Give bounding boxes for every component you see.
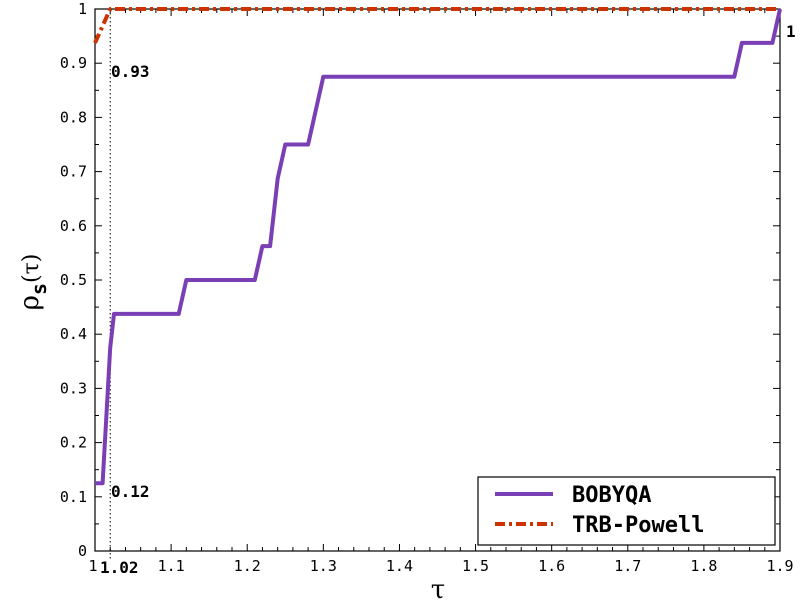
legend-box bbox=[477, 476, 776, 546]
y-tick-label: 0.3 bbox=[60, 379, 87, 397]
y-tick-label: 0.8 bbox=[60, 108, 87, 126]
x-tick-label: 1 bbox=[88, 557, 97, 575]
y-axis-title-rho: ρ bbox=[15, 295, 45, 310]
x-tick-label: 1.2 bbox=[234, 557, 261, 575]
y-tick-label: 1 bbox=[78, 0, 87, 18]
x-tick-label: 1.6 bbox=[538, 557, 565, 575]
annotation-0-12: 0.12 bbox=[111, 482, 150, 501]
legend-label-bobyqa: BOBYQA bbox=[572, 483, 651, 508]
annotation-1-end: 1 bbox=[786, 22, 796, 41]
y-tick-label: 0.5 bbox=[60, 271, 87, 289]
y-axis-title-subscript: s bbox=[27, 283, 51, 295]
x-tick-label: 1.5 bbox=[462, 557, 489, 575]
series-lines bbox=[93, 7, 782, 486]
y-axis-title: ρs(τ) bbox=[15, 254, 51, 311]
y-axis-title-arg: (τ) bbox=[19, 254, 44, 283]
x-tick-label: 1.3 bbox=[310, 557, 337, 575]
legend-label-trb-powell: TRB-Powell bbox=[572, 513, 704, 538]
y-tick-label: 0.4 bbox=[60, 325, 87, 343]
y-tick-label: 0.6 bbox=[60, 217, 87, 235]
y-tick-label: 0.2 bbox=[60, 434, 87, 452]
x-tick-label: 1.4 bbox=[386, 557, 413, 575]
y-tick-label: 0 bbox=[78, 542, 87, 560]
y-tick-label: 0.1 bbox=[60, 488, 87, 506]
legend: BOBYQA TRB-Powell bbox=[477, 476, 776, 546]
y-tick-labels: 0 0.1 0.2 0.3 0.4 0.5 0.6 0.7 0.8 0.9 1 bbox=[60, 0, 87, 560]
y-tick-label: 0.7 bbox=[60, 163, 87, 181]
x-tick-label: 1.7 bbox=[614, 557, 641, 575]
annotation-1-02: 1.02 bbox=[100, 558, 139, 577]
x-tick-label: 1.9 bbox=[766, 557, 793, 575]
annotation-0-93: 0.93 bbox=[111, 62, 150, 81]
x-tick-labels: 1 1.1 1.2 1.3 1.4 1.5 1.6 1.7 1.8 1.9 bbox=[88, 557, 793, 575]
y-tick-label: 0.9 bbox=[60, 54, 87, 72]
x-tick-label: 1.1 bbox=[158, 557, 185, 575]
series-line-trb-powell bbox=[93, 7, 780, 44]
series-line-bobyqa bbox=[95, 8, 782, 486]
x-axis-title: τ bbox=[431, 575, 445, 605]
x-tick-label: 1.8 bbox=[690, 557, 717, 575]
